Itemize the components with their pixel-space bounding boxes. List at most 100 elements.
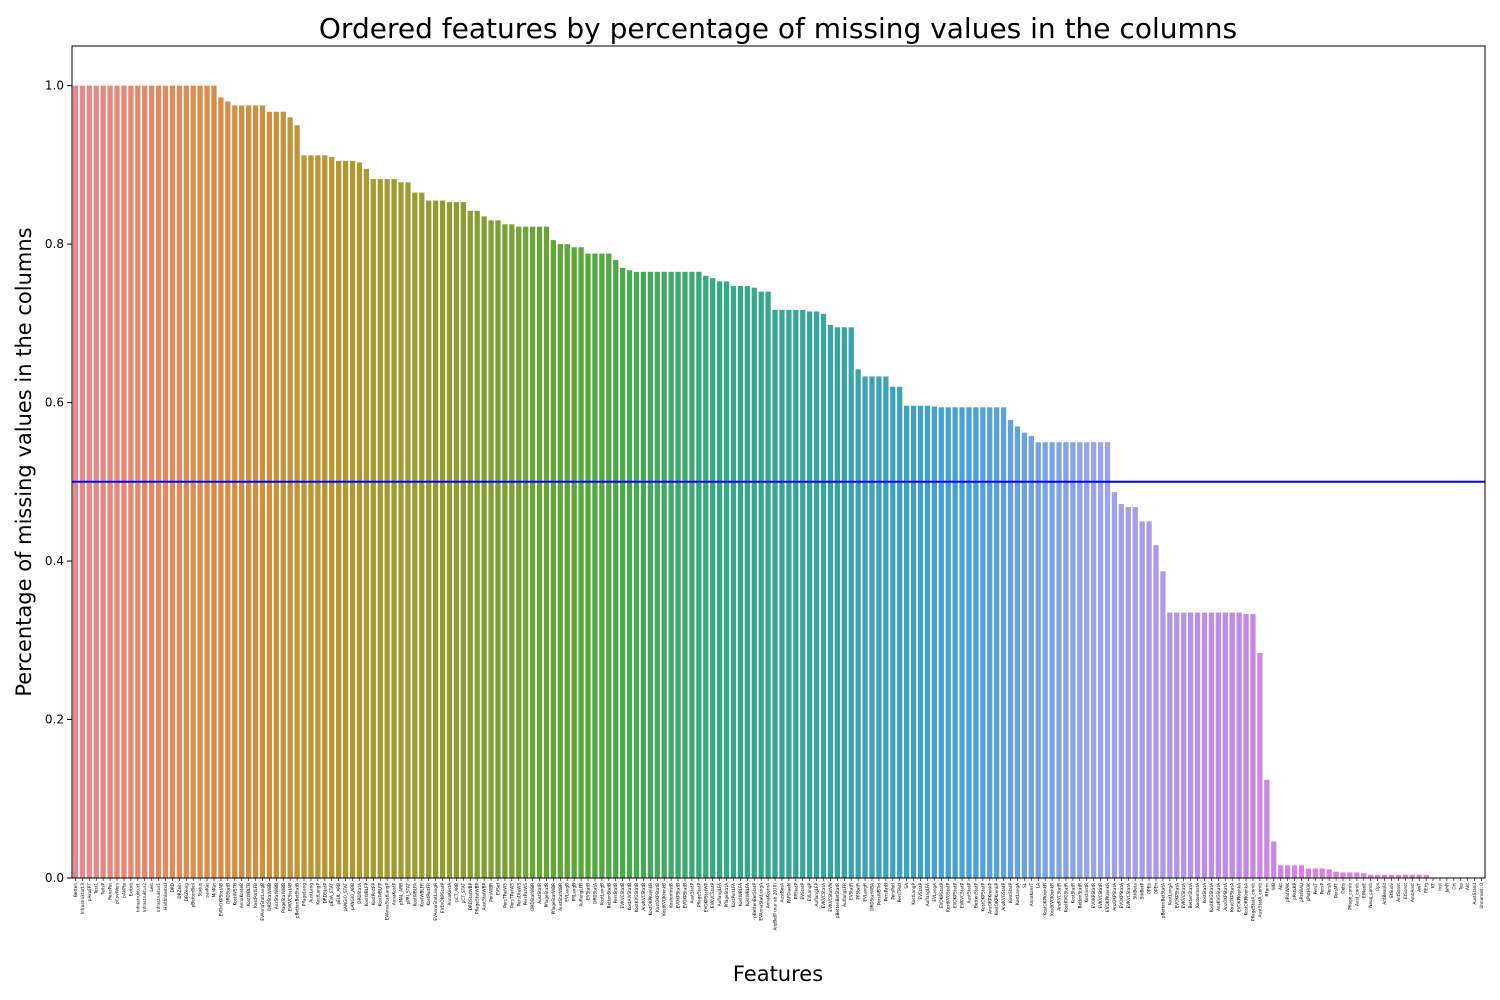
bar <box>1361 873 1367 878</box>
x-tick-label: pPatWAU <box>1299 883 1304 902</box>
x-tick-label: EVAnnaStatLangB <box>260 883 265 921</box>
x-tick-label: AuflangLFB <box>579 883 584 907</box>
bar <box>1215 612 1221 878</box>
bar <box>751 287 757 879</box>
x-tick-label: KostWBLFP <box>378 883 383 907</box>
x-tick-label: Lest <box>149 883 154 892</box>
x-tick-label: KostenInstB <box>669 883 674 908</box>
x-tick-label: AntBeanld <box>1382 883 1387 905</box>
x-tick-label: KostPortLFA <box>731 883 736 908</box>
bar <box>1146 521 1152 878</box>
x-tick-label: BettenStatB <box>606 883 611 908</box>
x-tick-label: DRZeiti <box>177 883 182 899</box>
x-tick-label: StkBetP <box>1140 883 1145 900</box>
bar <box>1007 420 1014 878</box>
bar <box>1063 442 1069 878</box>
bar <box>529 226 536 879</box>
x-tick-label: EVKVCStatA <box>821 883 826 909</box>
bar <box>987 407 993 878</box>
bar <box>1118 503 1124 878</box>
bar <box>1056 442 1062 878</box>
x-tick-label: Neug_comb <box>1368 883 1373 908</box>
x-tick-label: KostLangA <box>1015 883 1020 905</box>
x-tick-label: AustStatP <box>966 883 971 904</box>
bar <box>419 192 425 879</box>
bar <box>509 224 515 879</box>
x-tick-label: pBettenBeil <box>191 883 196 907</box>
x-tick-label: WB <box>1271 883 1276 890</box>
x-tick-label: EVLangR <box>863 883 868 902</box>
x-tick-label: PflageStatA_comb <box>1250 883 1255 921</box>
bar <box>356 162 363 879</box>
x-tick-label: BettenStatA <box>1188 883 1193 908</box>
bar <box>1305 868 1312 878</box>
x-tick-label: EVLangB <box>565 883 570 902</box>
bar <box>904 405 910 878</box>
bar <box>1021 432 1028 878</box>
bar <box>370 179 376 878</box>
bar <box>488 220 494 879</box>
bar <box>723 281 730 878</box>
bar <box>710 278 716 879</box>
bar <box>287 117 293 879</box>
x-tick-label: AnnaKosteB <box>239 883 244 908</box>
bar <box>252 105 259 878</box>
bar <box>315 155 321 878</box>
bar <box>834 327 841 878</box>
x-tick-label: KostKVGStatB <box>634 883 639 912</box>
bar <box>1132 507 1138 878</box>
bar <box>1125 507 1131 878</box>
x-tick-label: AustStatR <box>537 883 542 904</box>
x-tick-label: pAkuEPT <box>87 883 92 902</box>
bar <box>1077 442 1083 878</box>
x-tick-label: AustStatA_comb <box>1257 883 1262 918</box>
y-tick-label: 0.4 <box>45 554 64 568</box>
bar <box>910 405 917 878</box>
bar <box>1326 869 1332 878</box>
x-tick-label: PersTPatI <box>897 883 902 902</box>
bar <box>571 247 577 878</box>
x-tick-label: DRDStatWBP <box>468 883 473 911</box>
x-tick-label: Ops <box>1375 883 1380 891</box>
x-tick-label: AnzKVGStatA <box>1216 883 1221 911</box>
bar <box>266 111 273 878</box>
x-tick-label: Ort <box>1451 883 1456 890</box>
x-tick-label: PersTPatWS <box>509 883 514 908</box>
x-tick-label: PersPatI <box>890 883 895 900</box>
x-tick-label: EVOKPStatP <box>953 883 958 909</box>
bar <box>696 271 702 878</box>
x-tick-label: AnzOKPStatA <box>1112 883 1117 911</box>
bar <box>1271 841 1277 878</box>
bar <box>640 271 647 878</box>
x-tick-label: KostLangP <box>911 883 916 905</box>
x-tick-label: KostKVGStatA <box>1209 883 1214 912</box>
bar <box>786 309 792 878</box>
x-tick-label: EVOKPKrenkR <box>1105 883 1110 912</box>
x-tick-label: DRDStatB <box>225 883 230 904</box>
bar <box>827 324 834 878</box>
bar <box>862 376 868 878</box>
bar <box>897 386 903 878</box>
x-tick-label: KostWBLFA <box>745 883 750 906</box>
x-tick-label: KostKVGKrenkB <box>662 883 667 916</box>
bar <box>433 200 439 878</box>
x-tick-label: PflStatR <box>856 883 861 900</box>
bar <box>779 309 785 878</box>
bar <box>813 311 820 878</box>
x-tick-label: KostLangB <box>599 883 604 905</box>
x-tick-label: EVKVCStatA <box>1126 883 1131 909</box>
bar <box>1278 865 1284 878</box>
bar <box>218 97 224 878</box>
bar <box>308 155 314 878</box>
bar <box>654 271 660 878</box>
bar <box>412 192 418 879</box>
x-tick-label: pavKat <box>205 883 210 898</box>
bar <box>1139 521 1145 878</box>
x-tick-label: OPEb <box>1147 883 1152 894</box>
x-tick-label: AuflangLFR <box>842 883 847 907</box>
bar <box>613 259 619 878</box>
x-tick-label: pMAL_ARB <box>399 883 404 905</box>
bar <box>474 210 480 878</box>
x-tick-label: EVKVCStatR <box>1098 883 1103 909</box>
x-tick-label: EVDrOKPStatP <box>440 883 445 914</box>
